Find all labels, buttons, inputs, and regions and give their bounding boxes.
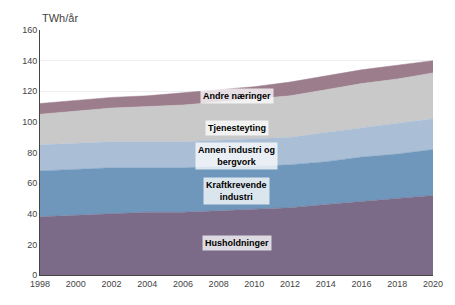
svg-text:Kraftkrevendeindustri: Kraftkrevendeindustri — [206, 180, 267, 202]
svg-text:2012: 2012 — [280, 279, 300, 289]
svg-text:Husholdninger: Husholdninger — [205, 238, 269, 248]
svg-text:120: 120 — [22, 86, 37, 96]
svg-text:2020: 2020 — [423, 279, 443, 289]
svg-text:2014: 2014 — [316, 279, 336, 289]
svg-text:2000: 2000 — [66, 279, 86, 289]
svg-text:140: 140 — [22, 56, 37, 66]
svg-text:Tjenesteyting: Tjenesteyting — [208, 123, 266, 133]
svg-text:20: 20 — [27, 240, 37, 250]
svg-text:2002: 2002 — [101, 279, 121, 289]
svg-text:Andre næringer: Andre næringer — [203, 91, 271, 101]
svg-text:2010: 2010 — [244, 279, 264, 289]
svg-text:60: 60 — [27, 178, 37, 188]
svg-text:2016: 2016 — [352, 279, 372, 289]
svg-text:40: 40 — [27, 209, 37, 219]
svg-text:80: 80 — [27, 148, 37, 158]
svg-text:2018: 2018 — [387, 279, 407, 289]
svg-text:1998: 1998 — [30, 279, 50, 289]
svg-text:0: 0 — [32, 270, 37, 280]
svg-text:2006: 2006 — [173, 279, 193, 289]
svg-text:2004: 2004 — [137, 279, 157, 289]
svg-text:100: 100 — [22, 117, 37, 127]
svg-text:160: 160 — [22, 25, 37, 35]
svg-text:2008: 2008 — [209, 279, 229, 289]
svg-text:Annen industri ogbergvork: Annen industri ogbergvork — [198, 145, 275, 167]
svg-text:TWh/år: TWh/år — [42, 12, 78, 24]
